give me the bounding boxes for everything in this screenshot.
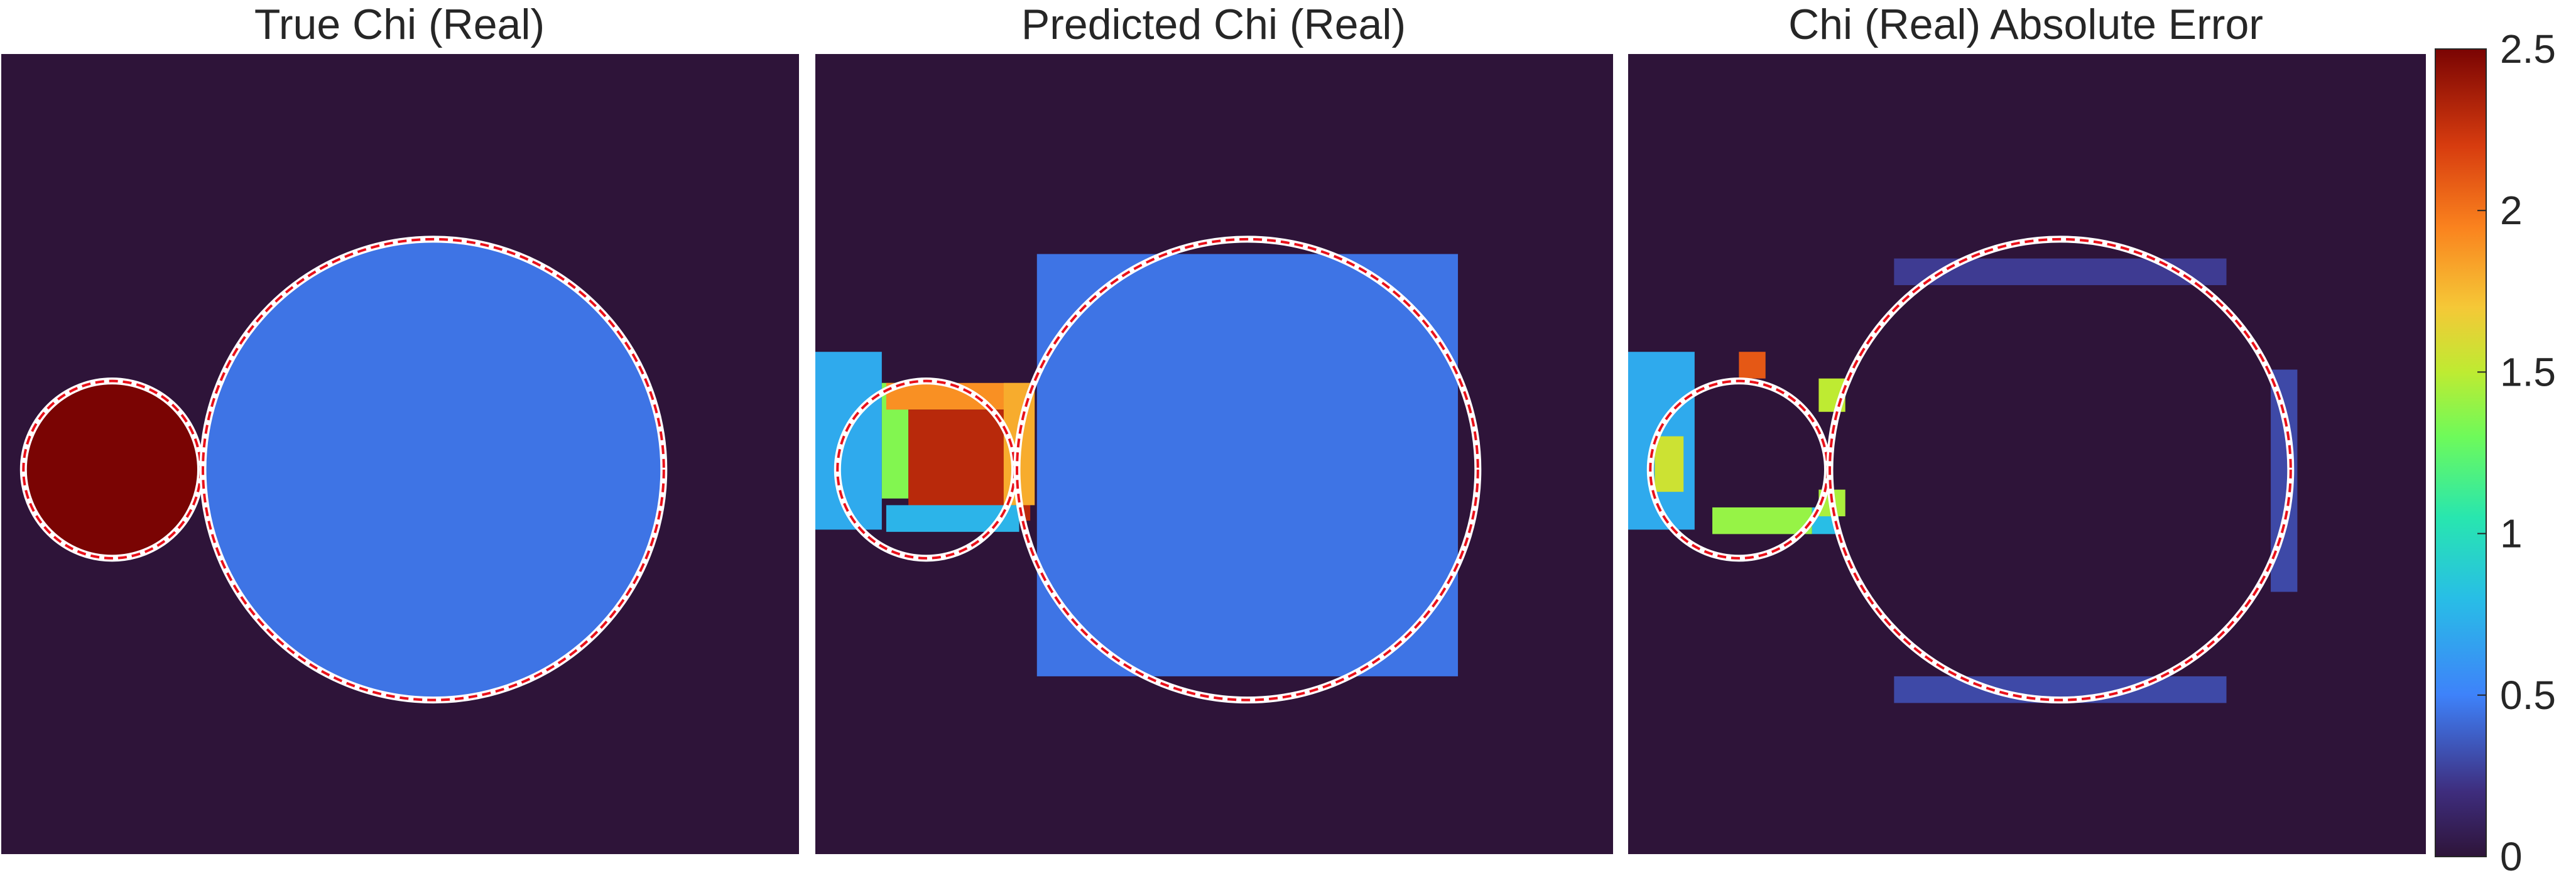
heatmap-panel-2 (815, 54, 1613, 854)
heatmap-cell (1655, 436, 1684, 492)
panels-layer (1, 54, 2426, 854)
scatterer-dashed-outline (1829, 237, 2292, 702)
colorbar-gradient (2435, 48, 2487, 857)
colorbar-tick-label: 0.5 (2500, 673, 2556, 718)
heatmap-cell (1712, 507, 1812, 534)
heatmap-panel-3 (1628, 54, 2426, 854)
colorbar-tick-label: 1.5 (2500, 349, 2556, 394)
heatmap-cell (1036, 254, 1459, 676)
colorbar-tick-label: 2 (2500, 188, 2523, 233)
panel-title-2: Predicted Chi (Real) (1021, 1, 1406, 48)
scatterer-dashed-outline (202, 237, 665, 702)
panel-title-1: True Chi (Real) (254, 1, 545, 48)
colorbar-tick-label: 0 (2500, 834, 2523, 879)
heatmap-cell (815, 352, 882, 530)
colorbar-tick-label: 1 (2500, 511, 2523, 556)
scatterer-fill (203, 239, 664, 700)
heatmap-cell (1739, 352, 1766, 379)
heatmap-cell (1894, 258, 2227, 286)
heatmap-panel-1 (1, 54, 799, 854)
colorbar-tick-label: 2.5 (2500, 26, 2556, 72)
scatterer-fill (23, 381, 201, 558)
panel-title-3: Chi (Real) Absolute Error (1788, 1, 2263, 48)
heatmap-background (1628, 54, 2426, 854)
colorbar-ticks: 0 0.5 1 1.5 2 2.5 (2477, 26, 2556, 879)
scatterer-dashed-outline (1016, 237, 1479, 702)
colorbar: 0 0.5 1 1.5 2 2.5 (2435, 26, 2556, 879)
